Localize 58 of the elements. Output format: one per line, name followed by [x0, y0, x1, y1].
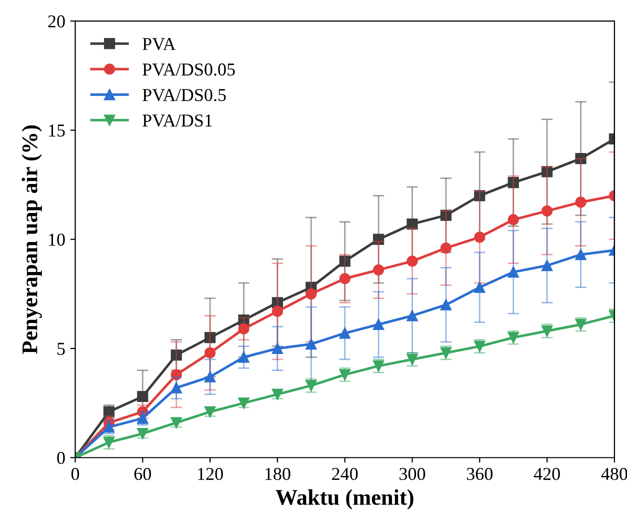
legend-label: PVA/DS1 — [142, 114, 212, 127]
y-axis-title: Penyerapan uap air (%) — [22, 125, 42, 354]
point — [406, 256, 418, 267]
point — [575, 153, 586, 164]
point — [306, 288, 317, 300]
point — [440, 242, 452, 254]
point — [339, 328, 350, 339]
point — [170, 382, 182, 394]
point — [440, 210, 452, 221]
point — [238, 323, 250, 334]
x-tick-label: 420 — [534, 468, 560, 480]
x-tick-label: 180 — [265, 468, 290, 480]
point — [508, 266, 519, 278]
x-tick-label: 240 — [332, 468, 358, 480]
point — [474, 282, 486, 293]
point — [339, 256, 350, 267]
x-axis-title: Waktu (menit) — [276, 489, 414, 510]
point — [170, 349, 182, 361]
y-tick-label: 10 — [49, 234, 65, 246]
point — [406, 310, 418, 322]
point — [542, 166, 553, 178]
y-tick-label: 5 — [58, 342, 65, 355]
point — [137, 390, 148, 402]
point — [238, 314, 250, 326]
point — [542, 205, 553, 217]
point — [372, 234, 384, 245]
legend-label: PVA/DS0.5 — [142, 88, 226, 102]
legend-label: PVA/DS0.05 — [142, 63, 235, 76]
point — [306, 338, 317, 350]
x-tick-label: 360 — [466, 468, 493, 480]
legend-label: PVA — [142, 38, 176, 50]
x-tick-label: 0 — [71, 468, 80, 480]
y-tick-label: 0 — [57, 452, 65, 464]
point — [508, 177, 519, 188]
point — [508, 214, 519, 226]
point — [238, 352, 250, 363]
x-tick-label: 120 — [198, 468, 223, 480]
point — [440, 299, 452, 310]
y-tick-label: 15 — [49, 124, 65, 137]
point — [204, 371, 216, 382]
point — [339, 273, 350, 284]
point — [372, 264, 384, 276]
point — [372, 318, 384, 330]
point — [406, 218, 418, 230]
point — [474, 232, 486, 243]
x-tick-label: 480 — [601, 468, 627, 480]
point — [204, 332, 216, 344]
x-tick-label: 60 — [134, 468, 151, 480]
point — [575, 249, 586, 260]
point — [272, 306, 284, 317]
point — [474, 190, 486, 202]
point — [170, 369, 182, 380]
x-tick-label: 300 — [400, 468, 426, 480]
y-tick-label: 20 — [48, 15, 65, 28]
point — [542, 260, 553, 272]
point — [575, 196, 586, 208]
point — [204, 347, 216, 358]
point — [272, 342, 284, 354]
